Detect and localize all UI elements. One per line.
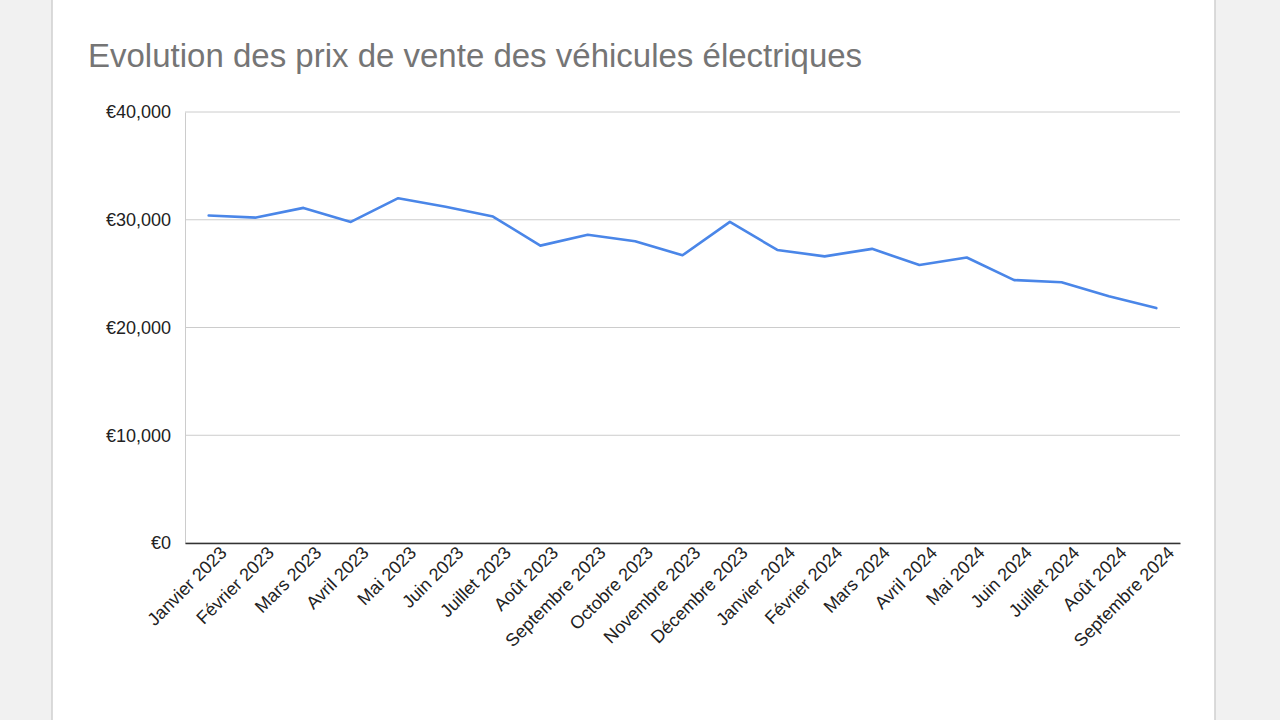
y-tick: €30,000 <box>106 210 185 230</box>
y-tick-label: €30,000 <box>106 210 171 230</box>
chart: Evolution des prix de vente des véhicule… <box>0 0 1280 720</box>
y-tick-label: €20,000 <box>106 318 171 338</box>
line <box>209 198 1157 308</box>
grid-line <box>185 327 1180 328</box>
grid-line <box>185 543 1180 544</box>
x-tick-label: Septembre 2024 <box>1070 543 1178 651</box>
y-axis-line <box>185 113 186 544</box>
y-tick-label: €0 <box>151 533 171 553</box>
y-tick-label: €10,000 <box>106 426 171 446</box>
y-tick: €40,000 <box>106 102 185 122</box>
y-tick: €0 <box>151 533 185 553</box>
y-tick: €20,000 <box>106 318 185 338</box>
title: Evolution des prix de vente des véhicule… <box>88 37 862 74</box>
grid-line <box>185 435 1180 436</box>
card <box>52 0 1215 720</box>
grid <box>185 112 1180 543</box>
y-tick-label: €40,000 <box>106 102 171 122</box>
plot-area <box>209 198 1157 308</box>
y-tick: €10,000 <box>106 426 185 446</box>
x-axis: Janvier 2023Février 2023Mars 2023Avril 2… <box>144 543 1181 651</box>
x-axis-line <box>186 543 1181 545</box>
y-axis: €0 €10,000 €20,000 €30,000 €40,000 <box>106 102 186 553</box>
grid-line <box>185 219 1180 220</box>
grid-line <box>185 112 1180 113</box>
x-tick: Septembre 2024 <box>1070 543 1178 651</box>
